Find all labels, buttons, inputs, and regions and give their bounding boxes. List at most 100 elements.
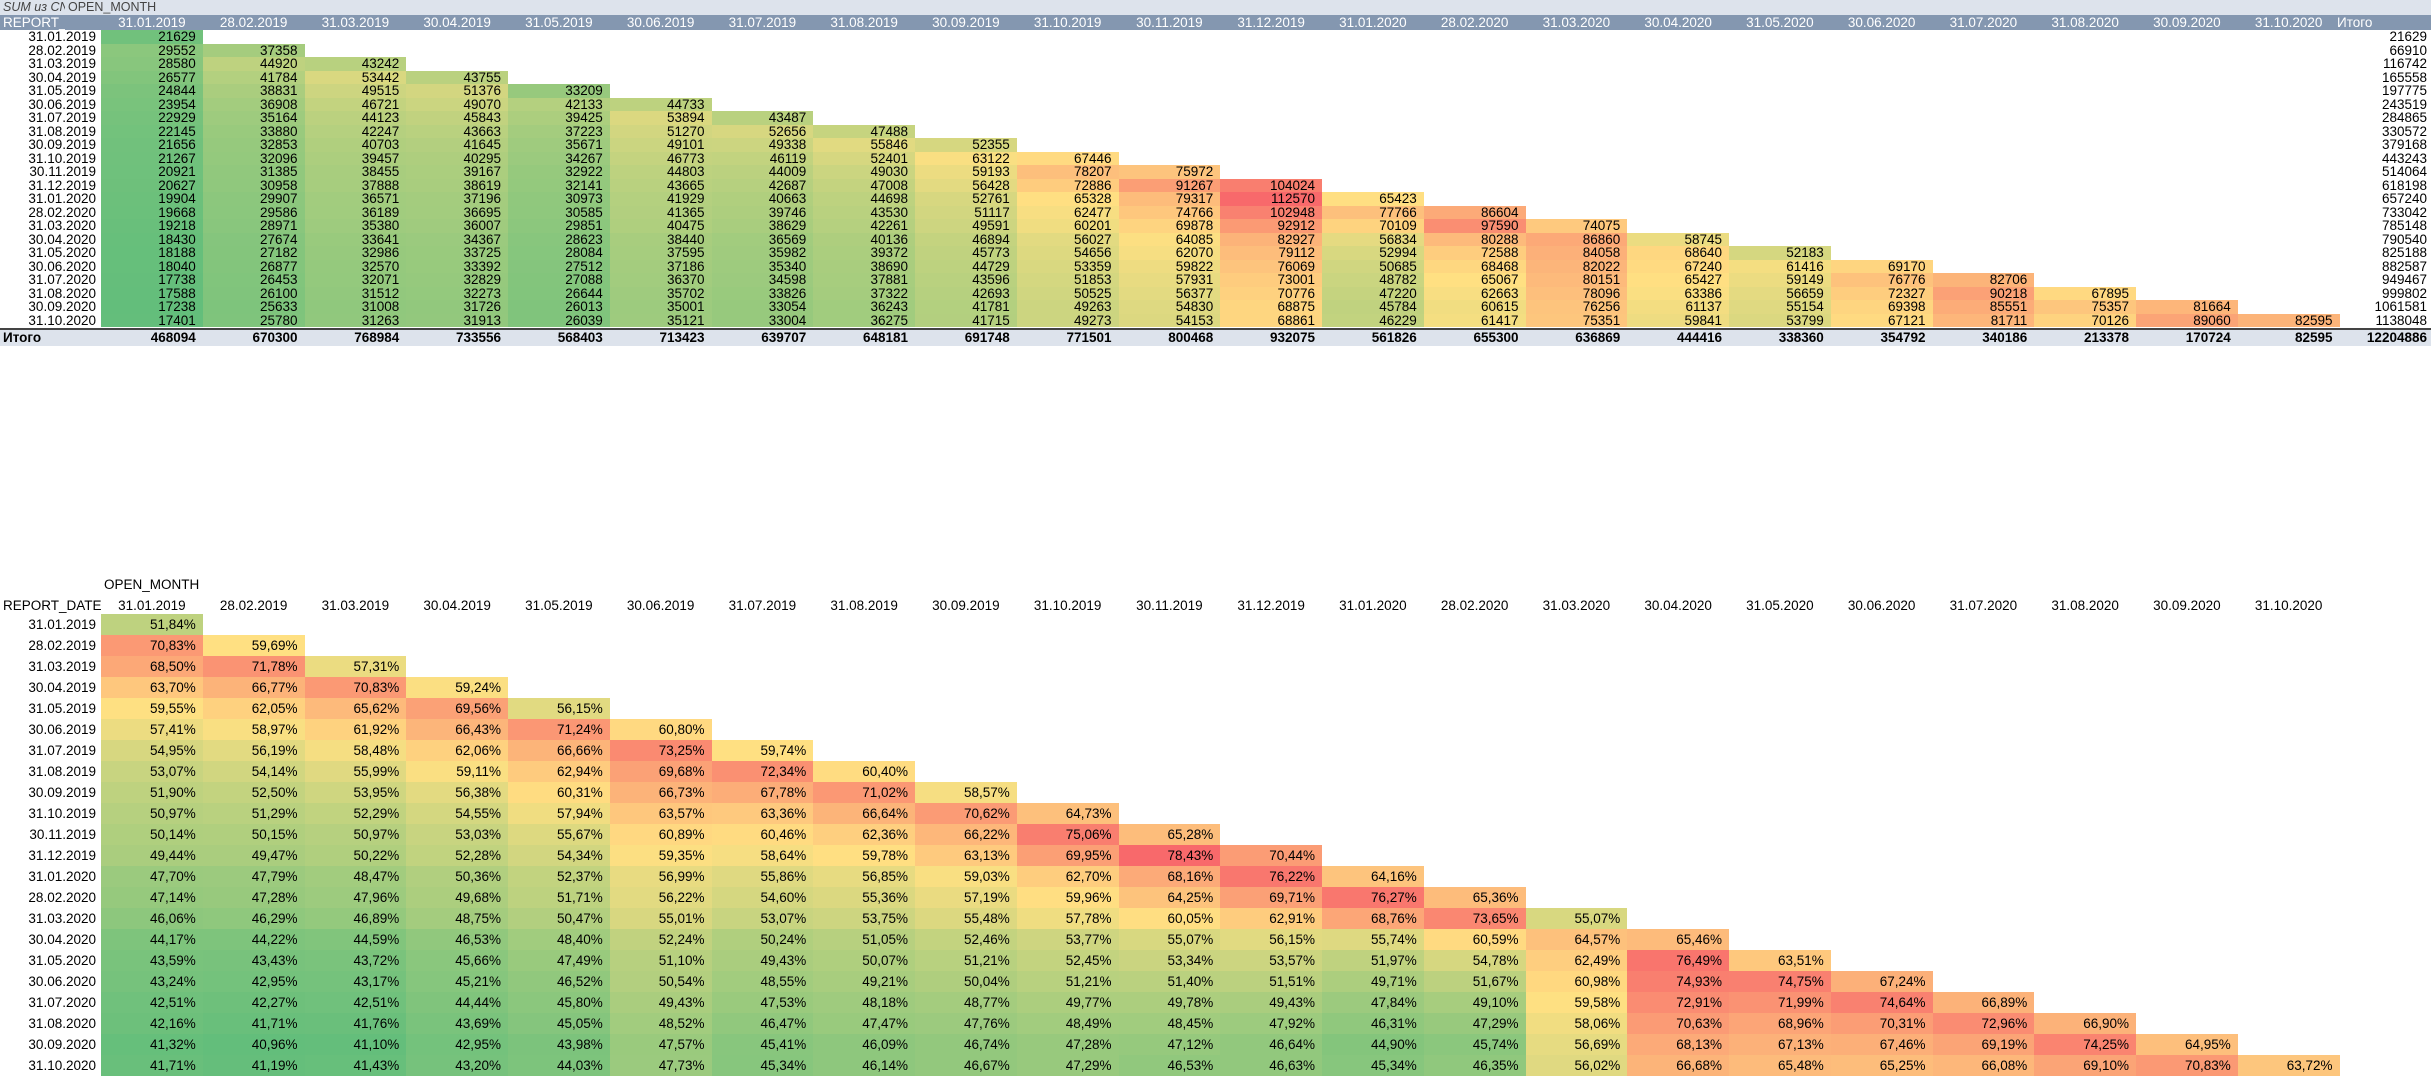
pivot2-cell[interactable]: 50,36% (406, 866, 508, 887)
pivot1-cell[interactable]: 37358 (202, 43, 305, 57)
pivot1-cell[interactable]: 36189 (304, 205, 407, 219)
pivot2-cell[interactable]: 55,67% (508, 824, 610, 845)
pivot2-cell[interactable]: 51,71% (508, 887, 610, 908)
pivot2-cell[interactable]: 67,13% (1729, 1034, 1831, 1055)
pivot1-cell[interactable]: 43665 (609, 178, 712, 192)
pivot1-cell[interactable]: 104024 (1220, 178, 1322, 192)
pivot1-cell[interactable]: 68468 (1423, 259, 1526, 273)
pivot2-cell[interactable]: 52,24% (609, 929, 712, 950)
pivot2-cell[interactable]: 43,98% (508, 1034, 610, 1055)
pivot1-cell[interactable]: 72588 (1423, 246, 1526, 260)
pivot1-cell[interactable]: 53442 (304, 70, 407, 84)
pivot1-cell[interactable]: 65328 (1016, 192, 1119, 206)
pivot2-cell[interactable]: 55,99% (304, 761, 407, 782)
pivot1-cell[interactable]: 45784 (1322, 300, 1424, 314)
pivot2-cell[interactable]: 49,10% (1423, 992, 1526, 1013)
pivot2-cell[interactable]: 66,64% (813, 803, 915, 824)
pivot1-cell[interactable]: 59193 (915, 165, 1017, 179)
pivot2-cell[interactable]: 64,25% (1118, 887, 1221, 908)
pivot2-cell[interactable]: 48,40% (508, 929, 610, 950)
pivot2-cell[interactable]: 47,70% (101, 866, 203, 887)
pivot1-cell[interactable]: 82706 (1932, 273, 2035, 287)
pivot1-cell[interactable]: 49101 (609, 138, 712, 152)
pivot1-value-field[interactable]: SUM из CNT_C (3, 0, 65, 14)
pivot1-cell[interactable]: 82022 (1525, 259, 1628, 273)
pivot2-cell[interactable]: 46,67% (915, 1055, 1017, 1076)
pivot1-cell[interactable]: 82595 (2237, 313, 2340, 327)
pivot2-cell[interactable]: 51,05% (813, 929, 915, 950)
pivot2-cell[interactable]: 48,49% (1016, 1013, 1119, 1034)
pivot1-row-label[interactable]: 31.03.2019 (28, 56, 96, 71)
pivot1-cell[interactable]: 32922 (508, 165, 610, 179)
pivot2-cell[interactable]: 70,83% (2136, 1055, 2238, 1076)
pivot2-row-label[interactable]: 31.10.2020 (28, 1058, 96, 1073)
pivot2-cell[interactable]: 66,08% (1932, 1055, 2035, 1076)
pivot1-cell[interactable]: 40295 (406, 151, 508, 165)
pivot2-column-header[interactable]: 31.07.2019 (728, 598, 797, 613)
pivot2-cell[interactable]: 52,50% (202, 782, 305, 803)
pivot1-cell[interactable]: 28084 (508, 246, 610, 260)
pivot1-cell[interactable]: 33392 (406, 259, 508, 273)
pivot2-cell[interactable]: 43,69% (406, 1013, 508, 1034)
pivot2-cell[interactable]: 50,15% (202, 824, 305, 845)
pivot2-column-header[interactable]: 31.01.2020 (1339, 598, 1407, 613)
pivot2-cell[interactable]: 51,84% (101, 614, 203, 635)
pivot1-cell[interactable]: 31726 (406, 300, 508, 314)
pivot1-cell[interactable]: 56027 (1016, 232, 1119, 246)
pivot1-cell[interactable]: 61137 (1627, 300, 1729, 314)
pivot1-cell[interactable]: 26644 (508, 286, 610, 300)
pivot1-cell[interactable]: 72886 (1016, 178, 1119, 192)
pivot1-row-label[interactable]: 30.06.2020 (28, 258, 96, 274)
pivot1-cell[interactable]: 79317 (1118, 192, 1221, 206)
pivot2-cell[interactable]: 55,86% (711, 866, 814, 887)
pivot2-cell[interactable]: 47,28% (1016, 1034, 1119, 1055)
pivot2-cell[interactable]: 46,53% (406, 929, 508, 950)
pivot2-cell[interactable]: 60,46% (711, 824, 814, 845)
pivot1-cell[interactable]: 29552 (101, 43, 203, 57)
pivot2-row-label[interactable]: 31.01.2020 (28, 869, 96, 884)
pivot1-cell[interactable]: 54656 (1016, 246, 1119, 260)
pivot1-column-header[interactable]: 31.03.2019 (321, 15, 390, 30)
pivot2-row-label[interactable]: 28.02.2019 (28, 638, 96, 653)
pivot2-cell[interactable]: 69,10% (2034, 1055, 2136, 1076)
pivot1-cell[interactable]: 38619 (406, 178, 508, 192)
pivot2-cell[interactable]: 56,85% (813, 866, 915, 887)
pivot2-cell[interactable]: 47,57% (609, 1034, 712, 1055)
pivot2-cell[interactable]: 45,21% (406, 971, 508, 992)
pivot1-cell[interactable]: 68861 (1220, 313, 1322, 327)
pivot2-cell[interactable]: 46,09% (813, 1034, 915, 1055)
pivot1-cell[interactable]: 31512 (304, 286, 407, 300)
pivot2-cell[interactable]: 72,91% (1627, 992, 1729, 1013)
pivot2-cell[interactable]: 56,15% (508, 698, 610, 719)
pivot2-cell[interactable]: 53,95% (304, 782, 407, 803)
pivot2-cell[interactable]: 62,06% (406, 740, 508, 761)
pivot1-cell[interactable]: 43755 (406, 70, 508, 84)
pivot2-cell[interactable]: 46,47% (711, 1013, 814, 1034)
pivot1-cell[interactable]: 38455 (304, 165, 407, 179)
pivot1-row-label[interactable]: 31.07.2020 (28, 272, 96, 287)
pivot2-cell[interactable]: 60,89% (609, 824, 712, 845)
pivot2-column-header[interactable]: 31.10.2020 (2254, 598, 2323, 613)
pivot1-cell[interactable]: 29586 (202, 205, 305, 219)
pivot1-cell[interactable]: 26877 (202, 259, 305, 273)
pivot2-cell[interactable]: 51,40% (1118, 971, 1221, 992)
pivot1-column-header[interactable]: 30.09.2020 (2153, 15, 2221, 30)
pivot2-cell[interactable]: 76,49% (1627, 950, 1729, 971)
pivot1-column-header[interactable]: 30.04.2020 (1644, 15, 1712, 30)
pivot1-cell[interactable]: 30585 (508, 205, 610, 219)
pivot2-cell[interactable]: 63,57% (609, 803, 712, 824)
pivot2-column-header[interactable]: 31.03.2020 (1542, 598, 1611, 613)
pivot1-cell[interactable]: 35671 (508, 138, 610, 152)
pivot2-cell[interactable]: 60,05% (1118, 908, 1221, 929)
pivot1-cell[interactable]: 33004 (711, 313, 814, 327)
pivot1-cell[interactable]: 57931 (1118, 273, 1221, 287)
pivot1-cell[interactable]: 39167 (406, 165, 508, 179)
pivot2-cell[interactable]: 58,48% (304, 740, 407, 761)
pivot1-cell[interactable]: 35340 (711, 259, 814, 273)
pivot2-cell[interactable]: 42,95% (406, 1034, 508, 1055)
pivot1-cell[interactable]: 63386 (1627, 286, 1729, 300)
pivot2-cell[interactable]: 67,24% (1830, 971, 1933, 992)
pivot1-cell[interactable]: 69398 (1830, 300, 1933, 314)
pivot2-cell[interactable]: 42,95% (202, 971, 305, 992)
pivot2-cell[interactable]: 68,16% (1118, 866, 1221, 887)
